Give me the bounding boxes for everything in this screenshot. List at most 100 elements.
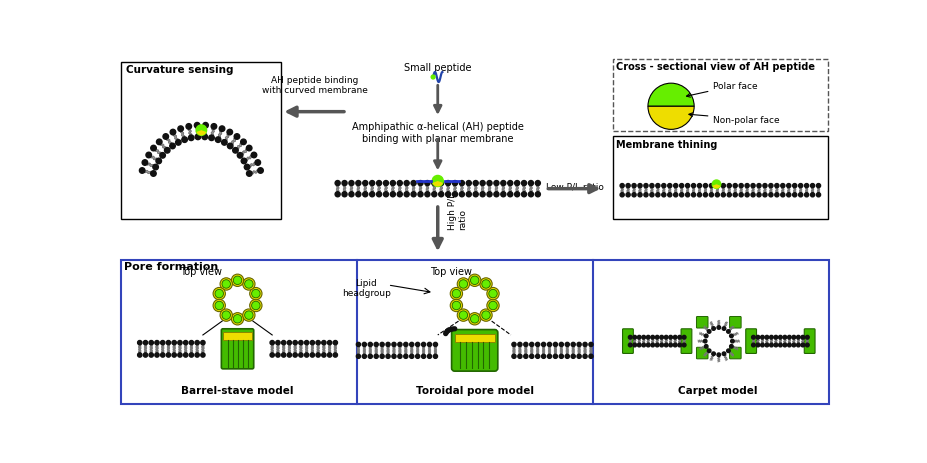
Circle shape bbox=[781, 184, 785, 188]
Circle shape bbox=[494, 181, 499, 186]
Circle shape bbox=[178, 341, 182, 345]
Circle shape bbox=[404, 181, 409, 186]
Circle shape bbox=[171, 130, 176, 136]
Circle shape bbox=[571, 355, 576, 358]
Circle shape bbox=[641, 336, 645, 339]
Circle shape bbox=[660, 336, 664, 339]
Circle shape bbox=[638, 336, 641, 339]
Circle shape bbox=[733, 184, 737, 188]
FancyBboxPatch shape bbox=[451, 330, 498, 371]
Circle shape bbox=[697, 193, 702, 197]
Wedge shape bbox=[648, 84, 694, 107]
Circle shape bbox=[438, 181, 444, 186]
Circle shape bbox=[779, 344, 782, 347]
Circle shape bbox=[679, 193, 684, 197]
Circle shape bbox=[536, 343, 540, 347]
Circle shape bbox=[674, 184, 678, 188]
Circle shape bbox=[452, 290, 461, 298]
Circle shape bbox=[769, 336, 773, 339]
Circle shape bbox=[422, 343, 425, 347]
Circle shape bbox=[398, 355, 402, 358]
Circle shape bbox=[674, 193, 678, 197]
Circle shape bbox=[422, 355, 425, 358]
Circle shape bbox=[745, 184, 749, 188]
Circle shape bbox=[763, 193, 767, 197]
Circle shape bbox=[489, 290, 497, 298]
Circle shape bbox=[243, 309, 255, 322]
Circle shape bbox=[166, 341, 171, 345]
Circle shape bbox=[466, 192, 471, 197]
Circle shape bbox=[418, 192, 423, 197]
Circle shape bbox=[213, 288, 225, 300]
Circle shape bbox=[447, 329, 451, 332]
Circle shape bbox=[763, 184, 767, 188]
Circle shape bbox=[249, 288, 262, 300]
Circle shape bbox=[709, 184, 714, 188]
Circle shape bbox=[739, 193, 743, 197]
Circle shape bbox=[480, 309, 492, 322]
Circle shape bbox=[468, 313, 481, 325]
Circle shape bbox=[251, 290, 260, 298]
Circle shape bbox=[189, 341, 194, 345]
Circle shape bbox=[468, 275, 481, 287]
Circle shape bbox=[151, 146, 157, 151]
Circle shape bbox=[245, 311, 253, 319]
Wedge shape bbox=[197, 131, 207, 136]
Circle shape bbox=[705, 334, 708, 338]
Circle shape bbox=[446, 192, 451, 197]
Circle shape bbox=[662, 193, 666, 197]
Circle shape bbox=[384, 181, 388, 186]
Circle shape bbox=[444, 331, 449, 334]
Circle shape bbox=[712, 327, 716, 331]
FancyBboxPatch shape bbox=[805, 329, 815, 354]
Circle shape bbox=[197, 125, 207, 136]
Circle shape bbox=[783, 344, 787, 347]
Circle shape bbox=[432, 176, 443, 187]
Circle shape bbox=[692, 184, 695, 188]
Circle shape bbox=[480, 181, 485, 186]
Circle shape bbox=[553, 343, 557, 347]
Circle shape bbox=[316, 353, 320, 357]
Circle shape bbox=[757, 184, 761, 188]
Circle shape bbox=[727, 193, 731, 197]
Circle shape bbox=[471, 315, 479, 323]
Circle shape bbox=[380, 355, 384, 358]
Circle shape bbox=[255, 160, 260, 166]
Circle shape bbox=[638, 184, 642, 188]
Circle shape bbox=[553, 355, 557, 358]
Circle shape bbox=[376, 192, 382, 197]
Circle shape bbox=[752, 344, 756, 347]
Circle shape bbox=[410, 355, 413, 358]
Circle shape bbox=[166, 353, 171, 357]
Circle shape bbox=[196, 135, 201, 140]
Circle shape bbox=[232, 275, 244, 287]
Circle shape bbox=[182, 138, 187, 143]
Circle shape bbox=[781, 193, 785, 197]
Circle shape bbox=[362, 181, 368, 186]
Circle shape bbox=[139, 169, 145, 174]
Circle shape bbox=[404, 192, 409, 197]
Circle shape bbox=[751, 184, 756, 188]
Circle shape bbox=[362, 343, 366, 347]
Circle shape bbox=[705, 345, 708, 348]
Circle shape bbox=[801, 336, 805, 339]
Circle shape bbox=[801, 344, 805, 347]
Circle shape bbox=[215, 290, 223, 298]
Circle shape bbox=[768, 193, 773, 197]
Circle shape bbox=[641, 344, 645, 347]
Text: Non-polar face: Non-polar face bbox=[689, 113, 780, 125]
Circle shape bbox=[398, 181, 402, 186]
Circle shape bbox=[775, 193, 779, 197]
Circle shape bbox=[644, 193, 648, 197]
Circle shape bbox=[632, 184, 636, 188]
Circle shape bbox=[370, 192, 375, 197]
Circle shape bbox=[220, 127, 225, 132]
Circle shape bbox=[384, 192, 388, 197]
Circle shape bbox=[241, 159, 247, 164]
Circle shape bbox=[779, 336, 782, 339]
Circle shape bbox=[727, 349, 730, 353]
Circle shape bbox=[482, 280, 490, 288]
Circle shape bbox=[774, 336, 778, 339]
Circle shape bbox=[739, 184, 743, 188]
Circle shape bbox=[768, 184, 773, 188]
